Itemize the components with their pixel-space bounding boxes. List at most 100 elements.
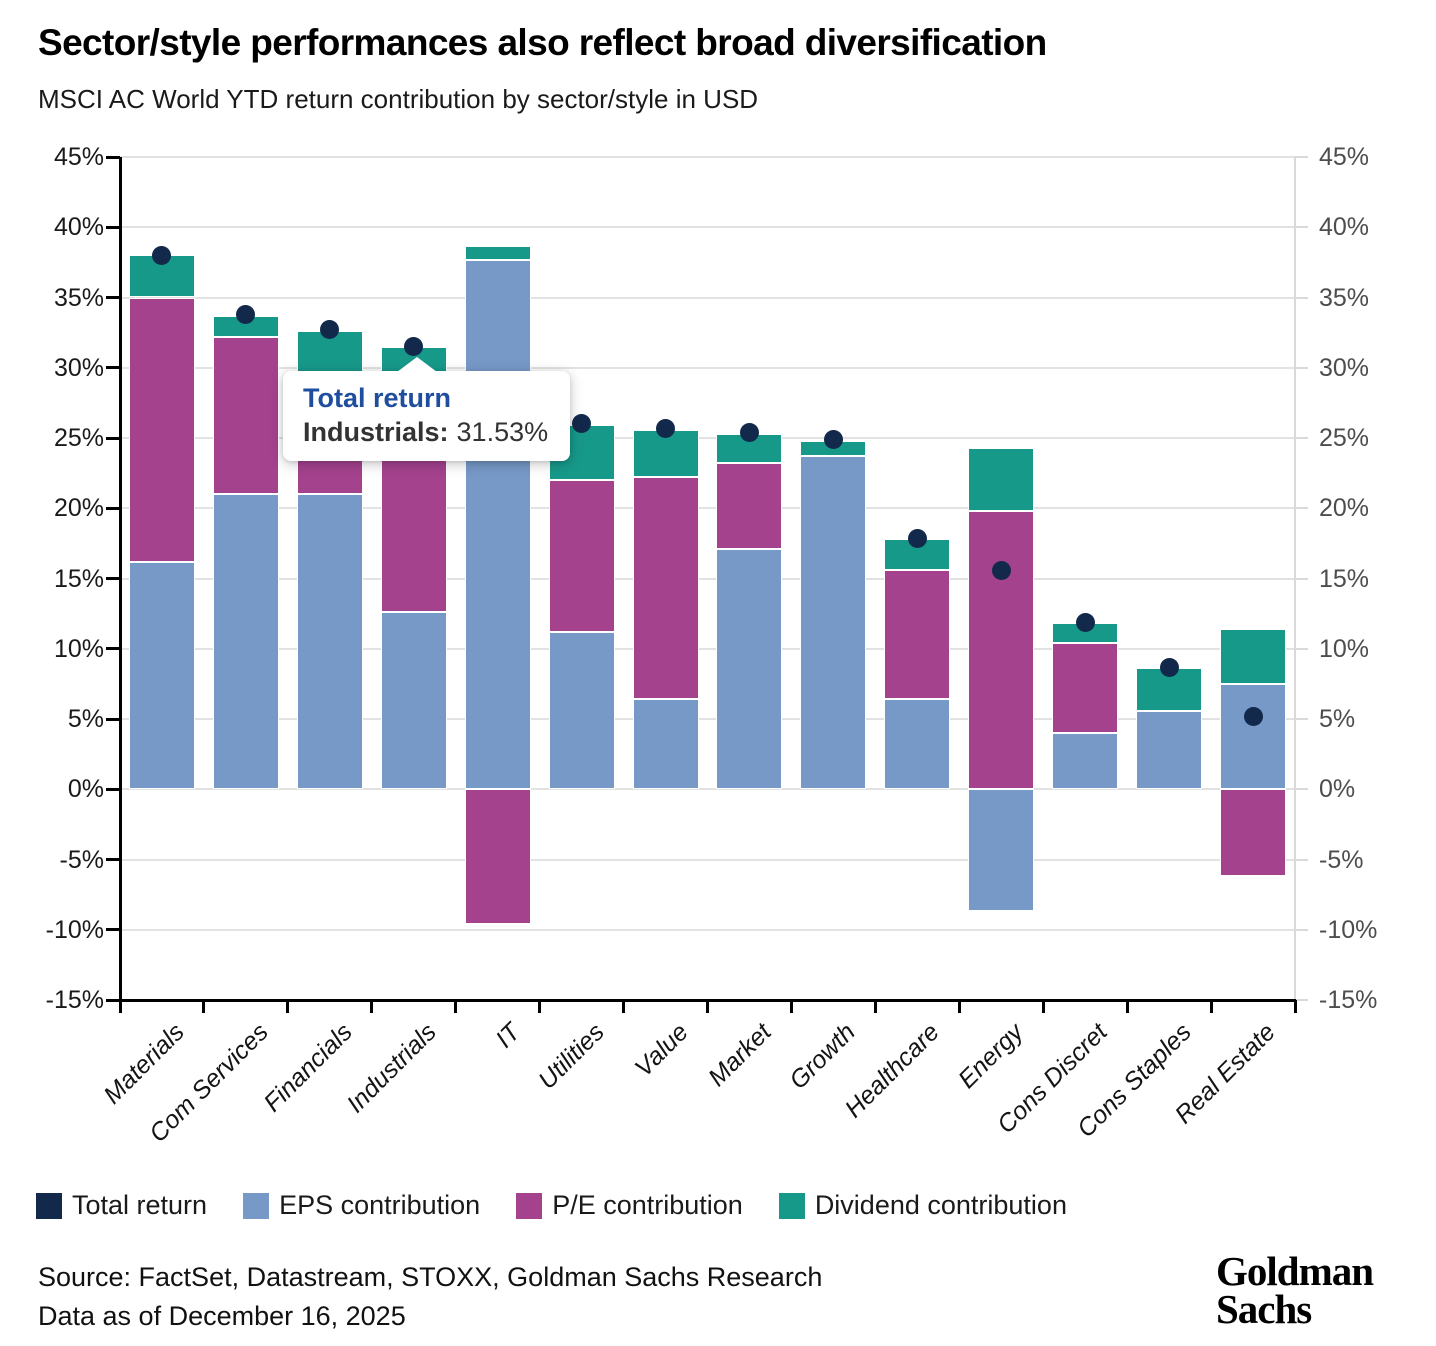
chart-tooltip: Total return Industrials: 31.53% — [283, 357, 571, 461]
bar-segment-cons-discret-eps[interactable] — [1052, 733, 1119, 790]
x-axis-tick — [538, 1000, 542, 1013]
bar-segment-market-pe[interactable] — [716, 463, 783, 549]
y-axis-label-left: 20% — [53, 494, 104, 523]
bar-segment-it-pe[interactable] — [464, 789, 531, 925]
tooltip-value: 31.53% — [456, 417, 549, 447]
gridline — [120, 156, 1295, 158]
total-return-marker-growth[interactable] — [823, 429, 843, 449]
bar-segment-it-eps[interactable] — [464, 259, 531, 790]
y-axis-label-right: 10% — [1319, 634, 1370, 663]
y-axis-tick-right — [1295, 928, 1308, 931]
bar-segment-financials-eps[interactable] — [296, 494, 363, 790]
legend-label: Total return — [72, 1190, 208, 1220]
total-return-marker-healthcare[interactable] — [907, 528, 927, 548]
source-line: Source: FactSet, Datastream, STOXX, Gold… — [38, 1262, 823, 1292]
x-axis-tick — [202, 1000, 206, 1013]
y-axis-tick-right — [1295, 226, 1308, 229]
bar-segment-energy-dividend[interactable] — [968, 447, 1035, 512]
legend-item-pe[interactable]: P/E contribution — [516, 1190, 743, 1221]
total-return-marker-materials[interactable] — [152, 245, 172, 265]
bar-segment-market-dividend[interactable] — [716, 433, 783, 464]
bar-segment-real-estate-dividend[interactable] — [1220, 629, 1287, 684]
y-axis-tick-right — [1295, 788, 1308, 791]
bar-segment-energy-pe[interactable] — [968, 511, 1035, 790]
bar-segment-com-services-pe[interactable] — [212, 336, 279, 495]
legend-item-dividend[interactable]: Dividend contribution — [778, 1190, 1067, 1221]
x-axis-tick — [370, 1000, 374, 1013]
bar-segment-utilities-pe[interactable] — [548, 480, 615, 632]
legend-label: P/E contribution — [552, 1190, 743, 1220]
bar-segment-growth-eps[interactable] — [800, 456, 867, 790]
y-axis-tick-right — [1295, 647, 1308, 650]
legend-item-eps[interactable]: EPS contribution — [243, 1190, 480, 1221]
total-return-marker-value[interactable] — [656, 418, 676, 438]
y-axis-tick-left — [106, 858, 120, 861]
bar-segment-energy-eps[interactable] — [968, 789, 1035, 912]
bar-segment-com-services-eps[interactable] — [212, 494, 279, 790]
bar-segment-industrials-eps[interactable] — [380, 612, 447, 790]
x-axis-tick — [873, 1000, 877, 1013]
y-axis-label-left: 30% — [53, 353, 104, 382]
y-axis-label-left: -5% — [59, 845, 104, 874]
bar-segment-healthcare-eps[interactable] — [884, 699, 951, 790]
total-return-marker-financials[interactable] — [320, 320, 340, 340]
bar-segment-healthcare-pe[interactable] — [884, 570, 951, 700]
bar-segment-materials-eps[interactable] — [128, 561, 195, 790]
logo-line2: Sachs — [1216, 1286, 1312, 1333]
bar-segment-real-estate-pe[interactable] — [1220, 789, 1287, 877]
y-axis-label-left: -15% — [45, 986, 104, 1014]
y-axis-right — [1294, 157, 1296, 1000]
total-return-marker-com-services[interactable] — [236, 304, 256, 324]
bar-segment-cons-discret-pe[interactable] — [1052, 643, 1119, 734]
legend-swatch-total-return — [36, 1192, 62, 1219]
y-axis-tick-left — [106, 436, 120, 440]
gridline — [120, 296, 1295, 299]
y-axis-tick-right — [1295, 718, 1308, 720]
x-axis-tick — [286, 1000, 290, 1013]
total-return-marker-cons-discret[interactable] — [1075, 612, 1095, 632]
x-axis-tick — [1209, 1000, 1213, 1013]
y-axis-label-right: -5% — [1319, 845, 1364, 874]
legend-item-total-return[interactable]: Total return — [36, 1190, 207, 1221]
total-return-marker-cons-staples[interactable] — [1159, 657, 1179, 677]
x-axis-tick — [454, 1000, 458, 1013]
tooltip-arrow — [397, 357, 437, 372]
total-return-marker-market[interactable] — [739, 422, 759, 442]
bar-segment-market-eps[interactable] — [716, 548, 783, 790]
page-title: Sector/style performances also reflect b… — [38, 22, 1047, 63]
y-axis-tick-right — [1295, 999, 1308, 1001]
y-axis-tick-left — [106, 577, 120, 580]
x-axis-tick — [1293, 1000, 1297, 1013]
y-axis-tick-left — [106, 225, 120, 229]
gridline — [120, 507, 1295, 510]
total-return-marker-industrials[interactable] — [404, 336, 424, 356]
y-axis-tick-right — [1295, 437, 1308, 439]
footer: Source: FactSet, Datastream, STOXX, Gold… — [38, 1258, 822, 1336]
total-return-marker-real-estate[interactable] — [1243, 706, 1263, 726]
bar-segment-materials-pe[interactable] — [128, 297, 195, 562]
y-axis-label-right: 35% — [1319, 283, 1370, 312]
total-return-marker-energy[interactable] — [991, 560, 1011, 580]
x-axis-tick — [957, 1000, 961, 1013]
bar-segment-it-dividend[interactable] — [464, 245, 531, 260]
y-axis-tick-left — [106, 506, 120, 510]
y-axis-label-left: 5% — [67, 705, 104, 733]
y-axis-tick-left — [106, 155, 120, 159]
tooltip-series-name: Total return — [303, 383, 451, 413]
bar-segment-real-estate-eps[interactable] — [1220, 683, 1287, 790]
gridline — [120, 647, 1295, 650]
bar-segment-value-eps[interactable] — [632, 699, 699, 790]
x-axis-tick — [789, 1000, 793, 1013]
y-axis-tick-right — [1295, 858, 1308, 861]
y-axis-label-right: 0% — [1319, 775, 1356, 804]
total-return-marker-utilities[interactable] — [572, 414, 592, 434]
y-axis-tick-left — [106, 717, 120, 721]
y-axis-label-left: 10% — [53, 634, 104, 663]
bar-segment-cons-staples-eps[interactable] — [1136, 710, 1203, 790]
bar-segment-value-pe[interactable] — [632, 477, 699, 700]
gridline — [120, 858, 1295, 861]
y-axis-label-right: 20% — [1319, 494, 1370, 523]
bar-segment-utilities-eps[interactable] — [548, 631, 615, 790]
